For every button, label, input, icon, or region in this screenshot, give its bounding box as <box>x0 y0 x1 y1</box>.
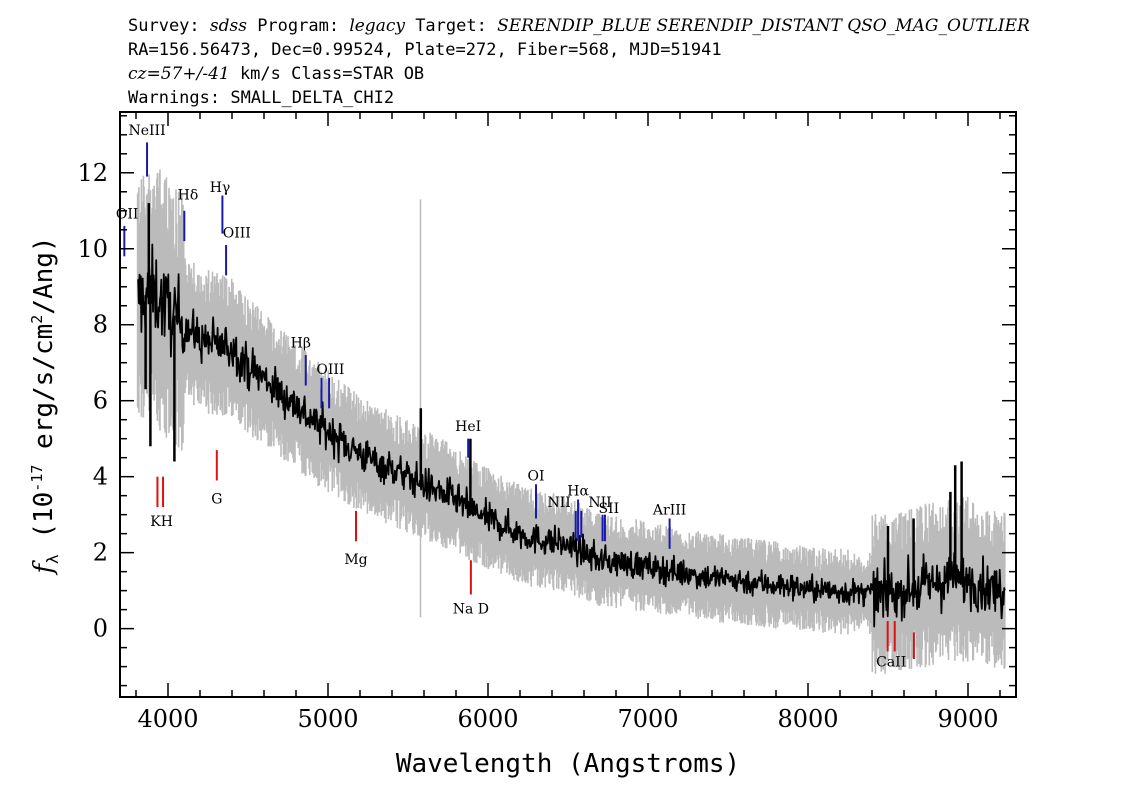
emission-line-label-9: OI <box>527 468 544 484</box>
emission-line-label-5: Hβ <box>291 336 311 352</box>
emission-line-label-6: OIII <box>316 362 344 378</box>
plot-area <box>136 169 1006 674</box>
header-target-run-3: legacy <box>349 16 405 36</box>
emission-line-label-11: Hα <box>567 484 589 500</box>
absorption-line-label-5: Na D <box>453 601 489 617</box>
y-tick-label: 0 <box>93 615 108 643</box>
emission-line-label-4: OIII <box>223 225 251 241</box>
emission-line-label-8: HeI <box>455 419 481 435</box>
absorption-line-label-4: Mg <box>344 552 367 568</box>
emission-line-label-10: NII <box>548 495 571 511</box>
absorption-line-label-2: KH <box>150 514 173 530</box>
plot-frame <box>119 111 1017 698</box>
y-tick-label: 12 <box>77 159 108 187</box>
header-redshift-run-1: km/s Class=STAR OB <box>230 64 424 84</box>
x-axis-title: Wavelength (Angstroms) <box>396 749 740 779</box>
emission-line-label-2: Hδ <box>178 187 199 203</box>
emission-line-label-0: NeIII <box>128 123 165 139</box>
x-tick-label: 4000 <box>137 705 198 733</box>
emission-line-label-13: SII <box>598 501 619 517</box>
header-warnings-line: Warnings: SMALL_DELTA_CHI2 <box>128 88 394 108</box>
header-target-run-2: Program: <box>247 16 349 36</box>
header-target-run-1: sdss <box>210 16 247 36</box>
x-tick-label: 7000 <box>617 705 678 733</box>
x-tick-label: 6000 <box>457 705 518 733</box>
x-tick-label: 8000 <box>777 705 838 733</box>
chart-header: Survey: sdss Program: legacy Target: SER… <box>128 16 1030 108</box>
chart-axes: 4000 5000 6000 7000 8000 9000 0 2 4 6 8 10 12 <box>77 111 1017 733</box>
emission-line-label-15: ArIII <box>652 503 686 519</box>
header-target-run-0: Survey: <box>128 16 210 36</box>
absorption-line-label-3: G <box>211 491 222 507</box>
y-tick-label: 4 <box>93 463 108 491</box>
y-axis-title: fλ (10-17 erg/s/cm2/Ang) <box>28 236 62 575</box>
header-target-run-5: SERENDIP_BLUE SERENDIP_DISTANT QSO_MAG_O… <box>497 16 1030 36</box>
header-redshift-line: cz=57+/-41 km/s Class=STAR OB <box>128 64 424 84</box>
header-target-line: Survey: sdss Program: legacy Target: SER… <box>128 16 1030 36</box>
header-target-run-4: Target: <box>405 16 497 36</box>
flux-line <box>137 243 1006 628</box>
header-redshift-run-0: cz=57+/-41 <box>128 64 230 84</box>
emission-line-label-3: Hγ <box>210 180 231 196</box>
header-coordinates-line: RA=156.56473, Dec=0.99524, Plate=272, Fi… <box>128 40 722 60</box>
y-tick-label: 8 <box>93 311 108 339</box>
y-tick-label: 10 <box>77 235 108 263</box>
emission-line-label-12: NII <box>588 495 611 511</box>
y-tick-label: 6 <box>93 387 108 415</box>
y-tick-label: 2 <box>93 539 108 567</box>
x-tick-label: 5000 <box>297 705 358 733</box>
x-tick-label: 9000 <box>937 705 998 733</box>
absorption-line-label-8: CaII <box>876 655 906 671</box>
